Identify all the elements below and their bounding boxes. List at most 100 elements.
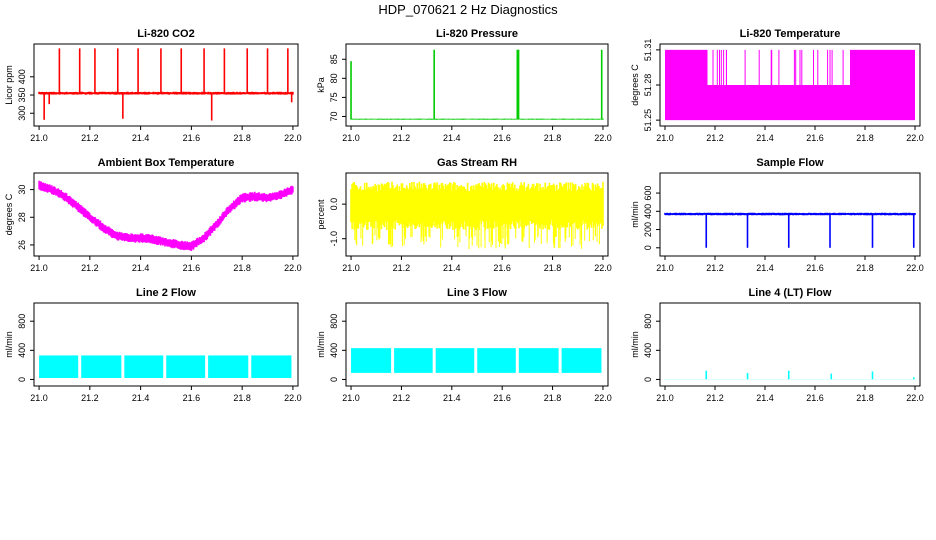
plot-frame bbox=[659, 172, 921, 257]
y-tick-label: 800 bbox=[329, 314, 339, 329]
y-tick-label: 0 bbox=[17, 377, 27, 382]
series-band bbox=[38, 180, 294, 251]
series-group bbox=[350, 49, 604, 120]
y-tick-label: 0 bbox=[643, 377, 653, 382]
series-segment bbox=[707, 85, 850, 121]
y-tick-label: 300 bbox=[17, 106, 27, 121]
y-tick-label: -1.0 bbox=[329, 231, 339, 247]
y-tick-label: 0.0 bbox=[329, 198, 339, 211]
series-band bbox=[350, 118, 604, 120]
y-tick-label: 85 bbox=[329, 54, 339, 64]
series-block bbox=[435, 348, 475, 373]
panel-7: Line 2 Flow ml/min 21.0 21.2 21.4 21.6 21.8 22.… bbox=[4, 287, 302, 403]
x-tick-label: 21.6 bbox=[183, 133, 201, 143]
x-tick-label: 21.6 bbox=[493, 263, 511, 273]
x-tick-label: 21.0 bbox=[30, 133, 48, 143]
panel-3: Li-820 Temperature degrees C 21.0 21.2 21.4 2… bbox=[630, 28, 924, 143]
x-tick-label: 21.2 bbox=[706, 263, 724, 273]
x-tick-label: 21.2 bbox=[706, 133, 724, 143]
y-tick-label: 800 bbox=[643, 314, 653, 329]
y-tick-label: 400 bbox=[643, 204, 653, 219]
y-tick-label: 51.28 bbox=[643, 74, 653, 97]
series-block bbox=[561, 348, 602, 373]
y-tick-label: 26 bbox=[17, 240, 27, 250]
series-block bbox=[81, 355, 122, 378]
plot-frame bbox=[345, 172, 609, 257]
x-tick-label: 21.4 bbox=[443, 133, 461, 143]
series-segment bbox=[665, 49, 708, 121]
y-axis-label: kPa bbox=[316, 77, 326, 93]
x-tick-label: 22.0 bbox=[906, 133, 924, 143]
panel-6: Sample Flow ml/min 21.0 21.2 21.4 21.6 21.8 22.… bbox=[630, 157, 924, 273]
panel-title: Ambient Box Temperature bbox=[98, 157, 235, 169]
panel-title: Gas Stream RH bbox=[437, 157, 517, 169]
y-tick-label: 0 bbox=[643, 245, 653, 250]
panel-title: Line 2 Flow bbox=[136, 287, 196, 299]
series-group bbox=[38, 180, 294, 251]
y-tick-label: 400 bbox=[329, 343, 339, 358]
series-group bbox=[350, 181, 604, 249]
y-axis-label: ml/min bbox=[630, 201, 640, 228]
series-group bbox=[38, 48, 294, 121]
series-band bbox=[664, 212, 916, 216]
y-tick-label: 200 bbox=[643, 222, 653, 237]
y-tick-label: 28 bbox=[17, 212, 27, 222]
panel-5: Gas Stream RH percent 21.0 21.2 21.4 21.6 21.8… bbox=[316, 157, 612, 273]
x-tick-label: 21.6 bbox=[806, 393, 824, 403]
y-tick-label: 51.25 bbox=[643, 109, 653, 132]
x-tick-label: 22.0 bbox=[594, 133, 612, 143]
plot-frame bbox=[33, 302, 299, 387]
series-block bbox=[208, 355, 249, 378]
panel-title: Sample Flow bbox=[756, 157, 824, 169]
x-tick-label: 21.4 bbox=[756, 263, 774, 273]
x-tick-label: 21.2 bbox=[81, 133, 99, 143]
y-axis-label: ml/min bbox=[316, 331, 326, 358]
x-tick-label: 21.4 bbox=[132, 393, 150, 403]
plot-frame bbox=[33, 43, 299, 127]
x-tick-label: 22.0 bbox=[594, 263, 612, 273]
x-tick-label: 21.4 bbox=[443, 263, 461, 273]
y-axis-label: degrees C bbox=[630, 64, 640, 106]
x-tick-label: 21.6 bbox=[493, 393, 511, 403]
y-tick-label: 80 bbox=[329, 73, 339, 83]
x-tick-label: 21.4 bbox=[756, 393, 774, 403]
panel-title: Line 4 (LT) Flow bbox=[749, 287, 832, 299]
x-tick-label: 21.8 bbox=[856, 133, 874, 143]
x-tick-label: 22.0 bbox=[906, 393, 924, 403]
series-toggles bbox=[712, 49, 844, 85]
series-block bbox=[351, 348, 392, 373]
panel-1: Li-820 CO2 Licor ppm 21.0 21.2 21.4 21.6 21.8 2… bbox=[4, 28, 302, 143]
series-block bbox=[39, 355, 79, 378]
x-tick-label: 21.0 bbox=[342, 133, 360, 143]
y-tick-label: 350 bbox=[17, 88, 27, 103]
x-tick-label: 21.6 bbox=[183, 263, 201, 273]
panel-9: Line 4 (LT) Flow ml/min 21.0 21.2 21.4 21.6 21… bbox=[630, 287, 924, 403]
x-tick-label: 21.8 bbox=[544, 263, 562, 273]
y-axis-label: percent bbox=[316, 199, 326, 230]
x-tick-label: 21.2 bbox=[81, 393, 99, 403]
x-tick-label: 21.2 bbox=[81, 263, 99, 273]
plot-frame bbox=[345, 43, 609, 127]
y-tick-label: 400 bbox=[17, 69, 27, 84]
y-tick-label: 0 bbox=[329, 377, 339, 382]
y-axis-label: ml/min bbox=[4, 331, 14, 358]
series-group bbox=[39, 355, 292, 378]
x-tick-label: 21.0 bbox=[30, 393, 48, 403]
x-tick-label: 21.8 bbox=[233, 393, 251, 403]
y-tick-label: 70 bbox=[329, 111, 339, 121]
x-tick-label: 21.4 bbox=[132, 133, 150, 143]
panel-title: Li-820 Temperature bbox=[740, 28, 841, 40]
x-tick-label: 22.0 bbox=[906, 263, 924, 273]
x-tick-label: 21.0 bbox=[342, 263, 360, 273]
series-segment bbox=[870, 49, 915, 121]
y-axis-label: ml/min bbox=[630, 331, 640, 358]
x-tick-label: 21.0 bbox=[656, 133, 674, 143]
series-block bbox=[518, 348, 559, 373]
x-tick-label: 21.8 bbox=[544, 393, 562, 403]
x-tick-label: 21.0 bbox=[656, 393, 674, 403]
panel-title: Li-820 CO2 bbox=[137, 28, 194, 40]
x-tick-label: 21.0 bbox=[656, 263, 674, 273]
panel-title: Line 3 Flow bbox=[447, 287, 507, 299]
x-tick-label: 22.0 bbox=[284, 263, 302, 273]
series-block bbox=[394, 348, 433, 373]
